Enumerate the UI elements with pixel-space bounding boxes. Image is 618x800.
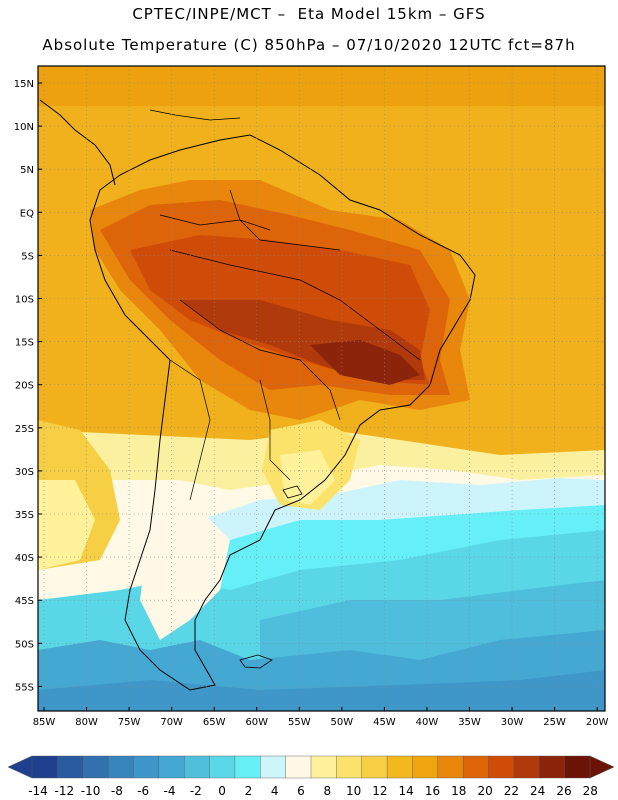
lon-label: 30W [501,717,524,728]
lon-label: 20W [586,717,609,728]
colorbar-swatch [209,755,236,779]
colorbar-swatch [462,755,490,779]
lat-label: 5N [20,165,34,176]
colorbar-swatch [488,755,515,779]
colorbar-tick-label: -10 [81,784,101,798]
colorbar [7,755,615,779]
colorbar-swatch [513,755,540,779]
colorbar-tick-label: 6 [297,784,305,798]
colorbar-swatch [82,755,109,779]
lon-label: 60W [245,717,268,728]
colorbar-low-arrow [7,755,33,779]
colorbar-swatch [260,755,287,779]
colorbar-tick-label: 4 [271,784,279,798]
colorbar-swatch [234,755,261,779]
colorbar-swatch [158,755,185,779]
colorbar-swatch [107,755,134,779]
colorbar-tick-label: 28 [583,784,598,798]
lon-label: 40W [416,717,439,728]
lat-label: 30S [15,467,34,478]
graticule [38,66,605,711]
colorbar-tick-label: 12 [372,784,387,798]
lat-label: 5S [21,251,34,262]
colorbar-tick-label: -14 [28,784,48,798]
lon-label: 85W [33,717,56,728]
colorbar-swatch [31,755,58,779]
lon-label: 35W [458,717,481,728]
colorbar-tick-label: 8 [323,784,331,798]
colorbar-swatch [361,755,388,779]
colorbar-tick-label: 10 [346,784,361,798]
colorbar-swatch [386,755,413,779]
colorbar-tick-label: 0 [218,784,226,798]
lon-label: 45W [373,717,396,728]
colorbar-high-arrow [589,755,615,779]
lon-label: 80W [75,717,98,728]
colorbar-tick-labels: -14 -12 -10 -8 -6 -4 -2 0 2 4 6 8 10 12 14 16 18 20 22 24 26… [28,784,598,798]
colorbar-swatch [336,755,363,779]
map-border [37,65,606,712]
colorbar-tick-label: 26 [556,784,571,798]
lat-label: 25S [15,424,34,435]
lon-label: 55W [288,717,311,728]
chart-title-line2: Absolute Temperature (C) 850hPa – 07/10/… [42,36,576,54]
lat-label: 55S [15,682,34,693]
temperature-field [38,66,605,711]
lon-label: 75W [118,717,141,728]
colorbar-swatch [437,755,464,779]
colorbar-swatch [539,755,566,779]
colorbar-tick-label: 20 [477,784,492,798]
colorbar-swatch [564,755,591,779]
colorbar-swatch [310,755,337,779]
colorbar-tick-label: 24 [530,784,545,798]
colorbar-swatch [183,755,211,779]
colorbar-tick-label: 22 [504,784,519,798]
lat-label: 10S [15,295,34,306]
colorbar-swatch [133,755,160,779]
colorbar-tick-label: -8 [111,784,123,798]
lat-label: 35S [15,510,34,521]
colorbar-tick-label: 18 [451,784,466,798]
colorbar-tick-label: 16 [425,784,440,798]
lat-label: 50S [15,639,34,650]
lat-label: 15N [14,79,34,90]
lat-label: 45S [15,596,34,607]
colorbar-swatch [285,755,312,779]
latitude-labels: 15N 10N 5N EQ 5S 10S 15S 20S 25S 30S 35S 40S 45S 50S 5… [14,79,42,693]
colorbar-tick-label: -6 [137,784,149,798]
lat-label: 15S [15,338,34,349]
colorbar-tick-label: 2 [245,784,253,798]
lon-label: 70W [160,717,183,728]
lon-label: 65W [203,717,226,728]
colorbar-tick-label: 14 [399,784,414,798]
lon-label: 50W [331,717,354,728]
lat-label: EQ [20,208,34,219]
colorbar-swatch [412,755,439,779]
longitude-labels: 85W 80W 75W 70W 65W 60W 55W 50W 45W 40W 35W 30W 25W 2… [33,707,609,728]
colorbar-tick-label: -4 [164,784,176,798]
lat-label: 20S [15,381,34,392]
lat-label: 10N [14,122,34,133]
lat-label: 40S [15,553,34,564]
coastline-layer [39,99,476,691]
colorbar-tick-label: -2 [190,784,202,798]
chart-title-line1: CPTEC/INPE/MCT – Eta Model 15km – GFS [132,5,486,23]
colorbar-swatch [57,755,84,779]
colorbar-tick-label: -12 [54,784,74,798]
lon-label: 25W [543,717,566,728]
